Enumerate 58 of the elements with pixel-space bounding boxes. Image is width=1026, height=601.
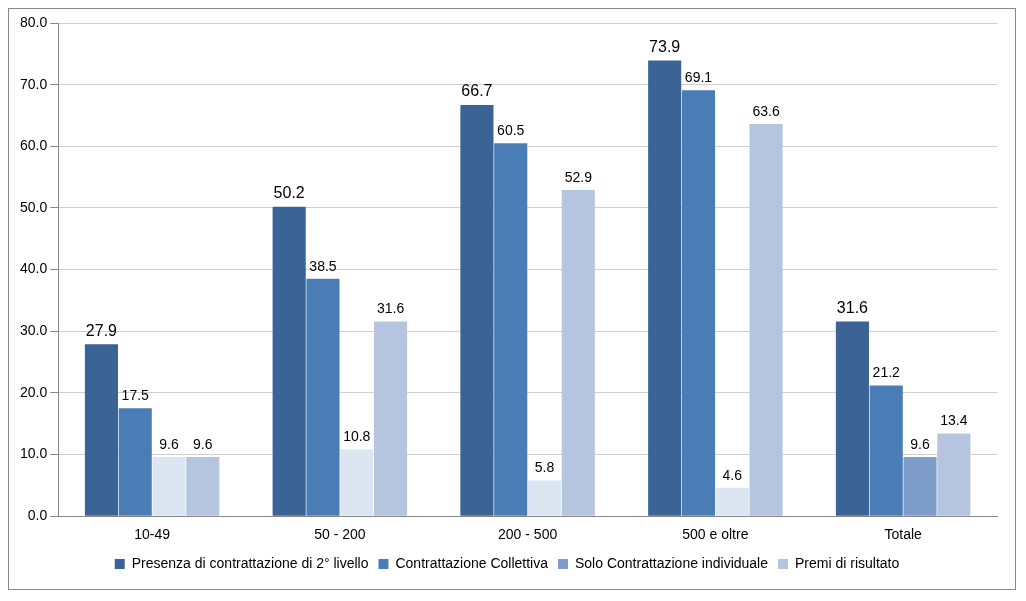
bar: [186, 457, 220, 516]
y-tick-label: 70.0: [20, 75, 48, 92]
data-label: 13.4: [940, 412, 968, 429]
y-tick-label: 60.0: [20, 137, 48, 154]
bar: [272, 206, 306, 516]
x-tick-label: 200 - 500: [498, 526, 558, 543]
y-tick-label: 80.0: [20, 13, 48, 30]
bar: [152, 457, 186, 516]
data-label: 69.1: [684, 69, 713, 86]
bar: [527, 480, 562, 516]
bar: [749, 124, 783, 516]
legend-label: Contrattazione Collettiva: [395, 554, 549, 571]
bar: [715, 487, 749, 516]
bar: [118, 408, 152, 516]
legend-label: Premi di risultato: [795, 554, 900, 571]
legend-label: Solo Contrattazione individuale: [574, 554, 769, 571]
y-tick-label: 30.0: [20, 322, 48, 339]
x-tick-label: 10-49: [134, 526, 171, 543]
data-label: 38.5: [309, 257, 337, 274]
bar: [561, 190, 595, 516]
data-label: 27.9: [85, 321, 118, 339]
data-label: 17.5: [121, 387, 150, 404]
data-label: 50.2: [273, 184, 305, 202]
data-label: 4.6: [722, 466, 743, 483]
bar: [869, 385, 903, 516]
data-label: 63.6: [752, 102, 780, 119]
bar: [340, 449, 374, 516]
data-label: 21.2: [872, 364, 901, 381]
bar: [681, 90, 716, 516]
data-label: 9.6: [910, 435, 930, 452]
bar: [460, 105, 494, 516]
data-label: 73.9: [649, 38, 681, 56]
y-tick-label: 20.0: [20, 383, 48, 400]
bar: [374, 321, 408, 516]
data-label: 31.6: [376, 300, 405, 317]
data-label: 66.7: [461, 82, 493, 100]
bar: [937, 433, 971, 516]
y-tick-label: 40.0: [20, 260, 48, 277]
data-label: 10.8: [343, 428, 371, 445]
legend-label: Presenza di contrattazione di 2° livello: [131, 554, 369, 571]
x-tick-label: 500 e oltre: [682, 526, 749, 543]
bar: [648, 60, 682, 516]
data-label: 60.5: [497, 122, 525, 139]
bar: [835, 321, 869, 516]
data-label: 31.6: [836, 298, 869, 316]
y-tick-label: 0.0: [27, 507, 48, 524]
data-label: 52.9: [564, 168, 593, 185]
data-label: 5.8: [534, 459, 555, 476]
bar: [84, 344, 118, 516]
data-label: 9.6: [159, 435, 179, 452]
data-label: 9.6: [193, 435, 213, 452]
bar: [903, 457, 937, 516]
bar: [306, 278, 340, 516]
x-tick-label: 50 - 200: [314, 526, 366, 543]
y-tick-label: 50.0: [20, 198, 48, 215]
x-tick-label: Totale: [884, 526, 923, 543]
bar: [494, 143, 528, 516]
y-tick-label: 10.0: [20, 445, 48, 462]
